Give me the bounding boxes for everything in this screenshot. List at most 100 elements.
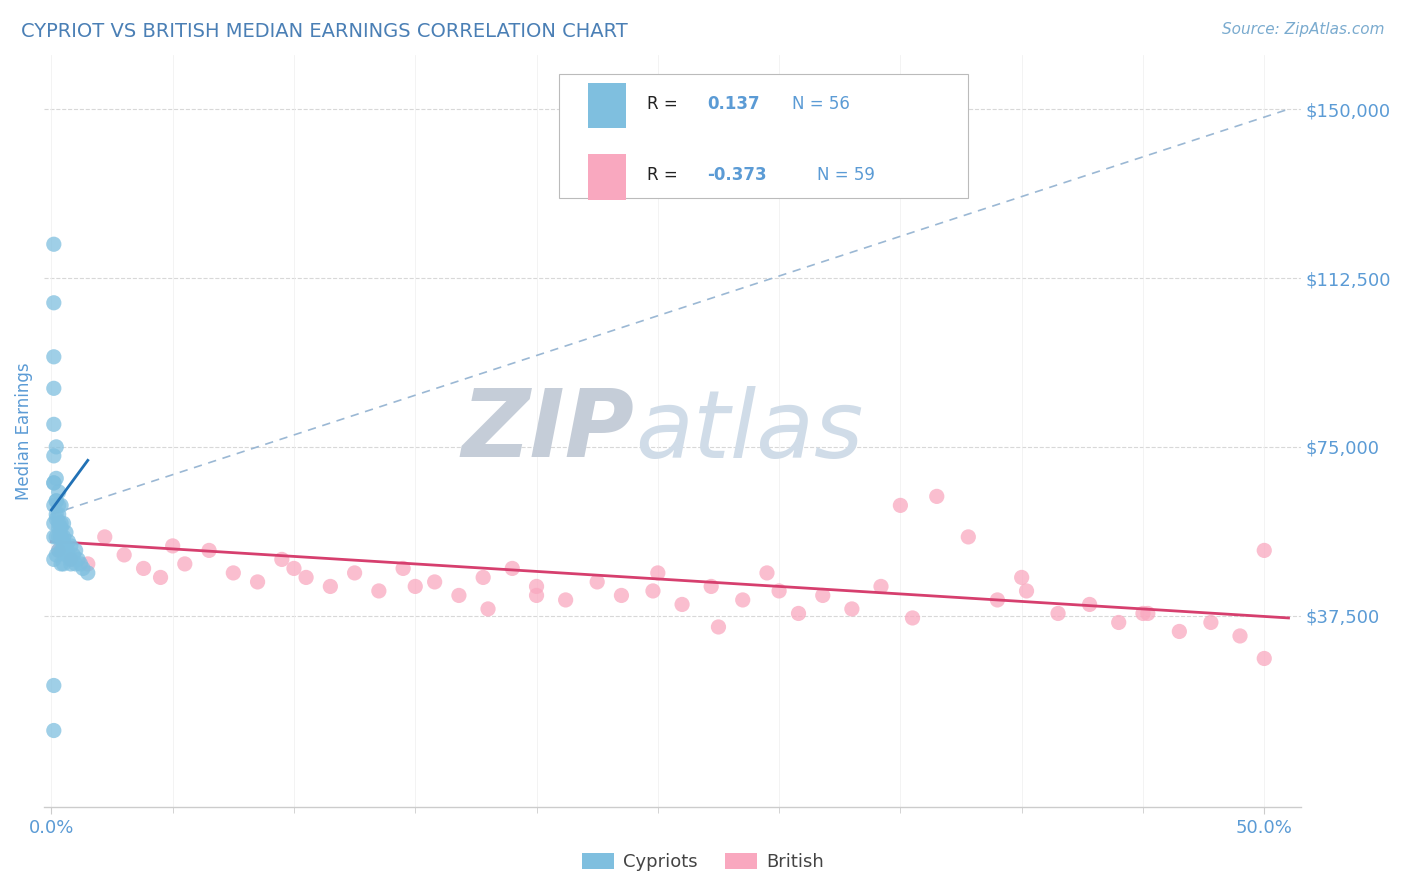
Point [45,494,67,508]
Text: -0.373: -0.373 [707,167,768,185]
Point [42,678,65,692]
Point [42,530,65,544]
Text: N = 56: N = 56 [792,95,849,113]
Point [270,552,292,566]
Point [59,552,82,566]
Text: Source: ZipAtlas.com: Source: ZipAtlas.com [1222,22,1385,37]
Point [45,548,67,562]
Point [76,566,98,580]
Point [49,521,72,535]
Point [1078,598,1101,612]
Point [889,499,911,513]
Point [58,548,80,562]
Point [756,566,779,580]
Point [1011,570,1033,584]
Point [45,508,67,522]
Y-axis label: Median Earnings: Median Earnings [15,362,32,500]
Point [472,570,495,584]
Point [1253,543,1275,558]
Point [59,539,82,553]
Point [65,543,87,558]
Point [48,521,70,535]
Point [671,598,693,612]
Point [162,539,184,553]
Point [112,548,135,562]
Point [48,530,70,544]
Point [48,484,70,499]
Point [1253,651,1275,665]
Point [45,471,67,485]
Point [423,574,446,589]
Point [55,539,77,553]
Point [367,583,389,598]
Point [731,593,754,607]
Point [45,494,67,508]
Point [149,570,172,584]
Point [870,579,893,593]
Point [641,583,664,598]
Point [1136,607,1159,621]
Text: 0.137: 0.137 [707,95,761,113]
Point [42,723,65,738]
Point [610,589,633,603]
Point [42,499,65,513]
Point [198,543,221,558]
Point [49,499,72,513]
Point [707,620,730,634]
Point [1015,583,1038,598]
Point [586,574,609,589]
Point [55,548,77,562]
Point [392,561,415,575]
Point [69,557,91,571]
Point [42,417,65,432]
Point [94,530,117,544]
Point [283,561,305,575]
Point [42,475,65,490]
Point [501,561,523,575]
Point [72,561,94,575]
Point [986,593,1008,607]
Legend: Cypriots, British: Cypriots, British [575,846,831,879]
Point [49,530,72,544]
Point [59,552,82,566]
Point [957,530,980,544]
Point [811,589,834,603]
Text: R =: R = [647,167,683,185]
Point [295,570,318,584]
Text: ZIP: ZIP [461,385,634,477]
Point [52,557,75,571]
Point [58,534,80,549]
Point [48,543,70,558]
Point [48,508,70,522]
Point [67,552,90,566]
Point [1199,615,1222,630]
Point [447,589,470,603]
Point [42,350,65,364]
Point [1132,607,1154,621]
Point [526,579,548,593]
Point [55,525,77,540]
Point [42,381,65,395]
Point [554,593,576,607]
Point [48,516,70,531]
Point [42,237,65,252]
Point [700,579,723,593]
Point [132,561,155,575]
Point [222,566,245,580]
Point [1108,615,1130,630]
Point [319,579,342,593]
Point [42,475,65,490]
Point [45,440,67,454]
Text: CYPRIOT VS BRITISH MEDIAN EARNINGS CORRELATION CHART: CYPRIOT VS BRITISH MEDIAN EARNINGS CORRE… [21,22,628,41]
FancyBboxPatch shape [560,74,967,198]
Point [45,530,67,544]
Point [42,516,65,531]
Point [45,512,67,526]
Point [246,574,269,589]
Point [59,557,82,571]
Point [647,566,669,580]
Text: R =: R = [647,95,683,113]
Point [42,295,65,310]
Point [62,548,84,562]
Point [52,539,75,553]
